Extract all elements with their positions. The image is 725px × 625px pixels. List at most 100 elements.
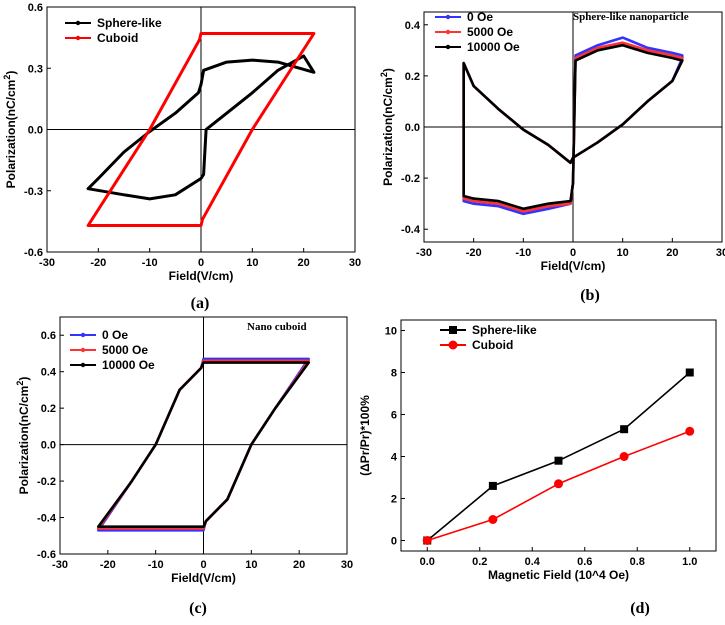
y-axis-label-sup: 2 (15, 381, 25, 386)
x-tick-label: -10 (148, 559, 164, 571)
series-line-sphere-like (426, 371, 691, 542)
legend-swatch-marker (80, 362, 86, 368)
y-tick-label: 10 (385, 326, 397, 338)
legend-label: 0 Oe (467, 10, 493, 24)
legend-swatch-marker (445, 44, 451, 50)
data-point (685, 426, 695, 436)
y-axis-label-main: (ΔPr/Pr)*100% (358, 395, 372, 476)
x-tick-label: 1.0 (682, 556, 697, 568)
legend-swatch-marker (75, 35, 81, 41)
legend-label: Sphere-like (472, 323, 537, 337)
legend-label: 10000 Oe (467, 40, 520, 54)
y-axis-label-sup: 2 (2, 75, 12, 80)
y-tick-label: 0.2 (41, 403, 56, 415)
legend-label: Sphere-like (97, 16, 162, 30)
x-tick-label: 30 (341, 559, 353, 571)
legend-label: Cuboid (472, 338, 513, 352)
data-point (554, 479, 563, 489)
x-tick-label: 30 (716, 247, 725, 259)
y-axis-label-main: Polarization(nC/cm (17, 386, 31, 495)
x-tick-label: -20 (100, 559, 116, 571)
panel-c: -30 -20 -10 0 10 20 30 -0.6 -0.4 -0.2 0.0 0.2 0.4 0.6… (15, 316, 353, 617)
x-tick-label: 10 (245, 559, 257, 571)
x-axis-label: Field(V/cm) (169, 269, 234, 283)
data-point (620, 425, 629, 434)
y-axis-label-main: Polarization(nC/cm (381, 77, 395, 186)
series-line-cuboid (86, 32, 316, 227)
y-tick-label: 0.2 (405, 71, 420, 83)
y-axis-label: Polarization(nC/cm2) (15, 377, 31, 495)
panel-a: -30 -20 -10 0 10 20 30 -0.6 -0.3 0.0 0.3 0.6 Field(V… (2, 2, 361, 312)
y-tick-label: -0.4 (37, 513, 57, 525)
y-tick-label: 0.6 (41, 330, 56, 342)
y-tick-label: 0.4 (405, 20, 421, 32)
series-line-10000-oe (462, 43, 684, 211)
legend-swatch-marker (449, 326, 457, 334)
x-tick-label: 0.6 (577, 556, 592, 568)
y-tick-label: 0.4 (41, 367, 57, 379)
series-line-10000-oe (97, 361, 311, 529)
panel-annotation: Sphere-like nanoparticle (573, 11, 689, 23)
legend-swatch-marker (75, 20, 81, 26)
panel-b: -30 -20 -10 0 10 20 30 -0.4 -0.2 0.0 0.2 0.4 Field(V… (379, 10, 725, 304)
x-tick-label: 0.0 (420, 556, 435, 568)
legend-label: 5000 Oe (102, 343, 148, 357)
y-axis-label: (ΔPr/Pr)*100% (358, 395, 372, 476)
y-axis-label-end: ) (4, 71, 18, 75)
x-tick-label: -30 (39, 257, 55, 269)
x-tick-label: 10 (617, 247, 629, 259)
x-tick-label: -30 (52, 559, 68, 571)
panel-d: 0.0 0.2 0.4 0.6 0.8 1.0 0 2 4 6 8 10 Magnetic Field … (358, 319, 717, 617)
panel-label: (c) (189, 600, 207, 617)
x-tick-label: 30 (349, 257, 361, 269)
y-tick-label: 0.6 (28, 2, 43, 14)
x-tick-label: -10 (515, 247, 531, 259)
y-axis-label-sup: 2 (379, 72, 389, 77)
legend-label: 10000 Oe (102, 358, 155, 372)
legend-swatch-marker (80, 332, 86, 338)
y-tick-label: 0.0 (405, 122, 420, 134)
y-tick-label: 0.0 (28, 125, 43, 137)
x-tick-label: 20 (298, 257, 310, 269)
legend-swatch-marker (80, 347, 86, 353)
x-tick-label: -20 (90, 257, 106, 269)
data-point (488, 515, 498, 524)
y-tick-label: 0.3 (28, 63, 43, 75)
plot-frame (400, 319, 717, 552)
panel-label: (a) (191, 295, 210, 312)
panel-label: (d) (630, 600, 650, 617)
y-tick-label: 2 (391, 494, 397, 506)
y-tick-label: -0.2 (401, 173, 420, 185)
panel-label: (b) (580, 287, 600, 304)
y-tick-label: 8 (391, 368, 397, 380)
y-tick-label: 0.0 (41, 440, 56, 452)
y-tick-label: 0 (391, 536, 397, 548)
legend-swatch-marker (445, 29, 451, 35)
y-axis-label: Polarization(nC/cm2) (2, 71, 18, 189)
data-point (488, 481, 497, 490)
x-axis-label: Magnetic Field (10^4 Oe) (488, 568, 629, 582)
x-tick-label: 20 (293, 559, 305, 571)
y-tick-label: -0.4 (401, 224, 421, 236)
y-axis-label: Polarization(nC/cm2) (379, 68, 395, 186)
x-axis-label: Field(V/cm) (171, 571, 236, 585)
y-axis-label-main: Polarization(nC/cm (4, 80, 18, 189)
x-tick-label: 0 (198, 257, 204, 269)
x-tick-label: 0 (200, 559, 206, 571)
y-axis-label-end: ) (381, 68, 395, 72)
series-line-sphere-like (86, 54, 316, 201)
data-point (619, 452, 629, 461)
y-tick-label: -0.3 (24, 186, 43, 198)
legend-swatch-marker (445, 14, 451, 20)
legend-label: Cuboid (97, 31, 138, 45)
data-point (554, 456, 563, 465)
x-tick-label: 0.8 (630, 556, 645, 568)
y-tick-label: -0.2 (37, 476, 56, 488)
x-tick-label: -30 (416, 247, 432, 259)
data-point (685, 368, 694, 377)
x-tick-label: 0 (570, 247, 576, 259)
y-axis-label-end: ) (17, 377, 31, 381)
x-tick-label: -10 (142, 257, 158, 269)
legend-label: 5000 Oe (467, 25, 513, 39)
